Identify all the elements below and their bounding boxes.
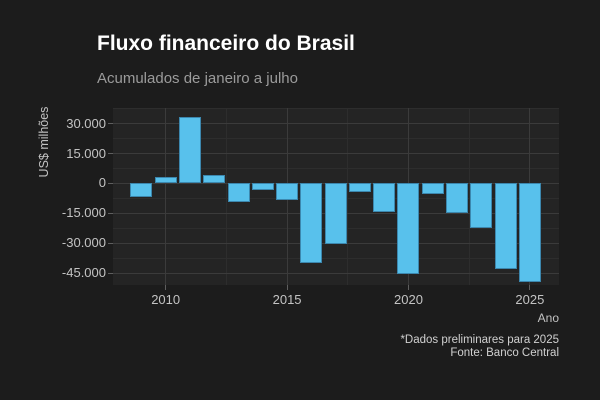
bar-2012 [203,174,226,184]
y-tick-label--45000: -45.000 [61,265,106,281]
x-axis-title: Ano [537,311,559,325]
x-gridline-minor [225,108,227,285]
x-tick-mark [165,285,167,290]
bar-2013 [227,183,250,202]
x-tick-label-2025: 2025 [515,292,545,307]
y-tick-mark [108,242,113,244]
bar-2014 [251,183,274,191]
y-tick-mark [108,153,113,155]
x-tick-mark [286,285,288,290]
y-gridline-minor [113,108,559,110]
chart-subtitle: Acumulados de janeiro a julho [97,70,298,87]
caption-line-2: Fonte: Banco Central [450,347,559,359]
chart-title: Fluxo financeiro do Brasil [97,32,355,55]
x-tick-label-2020: 2020 [394,292,423,307]
y-tick-label--30000: -30.000 [61,235,106,251]
y-tick-label-0: 0 [98,175,106,191]
bar-2023 [470,183,493,229]
y-tick-mark [108,123,113,125]
y-tick-mark [108,182,113,184]
bar-2015 [276,183,299,200]
y-tick-label--15000: -15.000 [61,205,106,221]
plot-panel [113,108,559,285]
y-tick-label-30000: 30.000 [66,115,106,131]
y-gridline-minor [113,167,559,169]
bar-2011 [178,116,201,184]
y-gridline-major [113,153,559,155]
caption-line-1: *Dados preliminares para 2025 [400,334,559,346]
y-gridline-minor [113,257,559,259]
y-tick-mark [108,212,113,214]
bar-2009 [130,183,153,197]
bar-2021 [421,183,444,195]
y-tick-mark [108,272,113,274]
bar-2022 [446,183,469,214]
x-gridline-minor [347,108,349,285]
y-gridline-minor [113,138,559,140]
bar-2020 [397,183,420,275]
chart-caption: *Dados preliminares para 2025 Fonte: Ban… [400,334,559,360]
bar-2016 [300,183,323,263]
y-tick-label-15000: 15.000 [66,145,106,161]
x-tick-label-2010: 2010 [151,292,181,307]
x-tick-mark [529,285,531,290]
y-gridline-major [113,123,559,125]
bar-2010 [154,176,177,184]
x-gridline-minor [468,108,470,285]
x-tick-label-2015: 2015 [272,292,302,307]
y-gridline-major [113,272,559,274]
x-gridline-major [165,108,167,285]
bar-2024 [494,183,517,270]
bar-2019 [373,183,396,212]
bar-2017 [324,183,347,244]
bar-2018 [348,183,371,193]
x-tick-mark [407,285,409,290]
bar-2025 [518,183,541,283]
